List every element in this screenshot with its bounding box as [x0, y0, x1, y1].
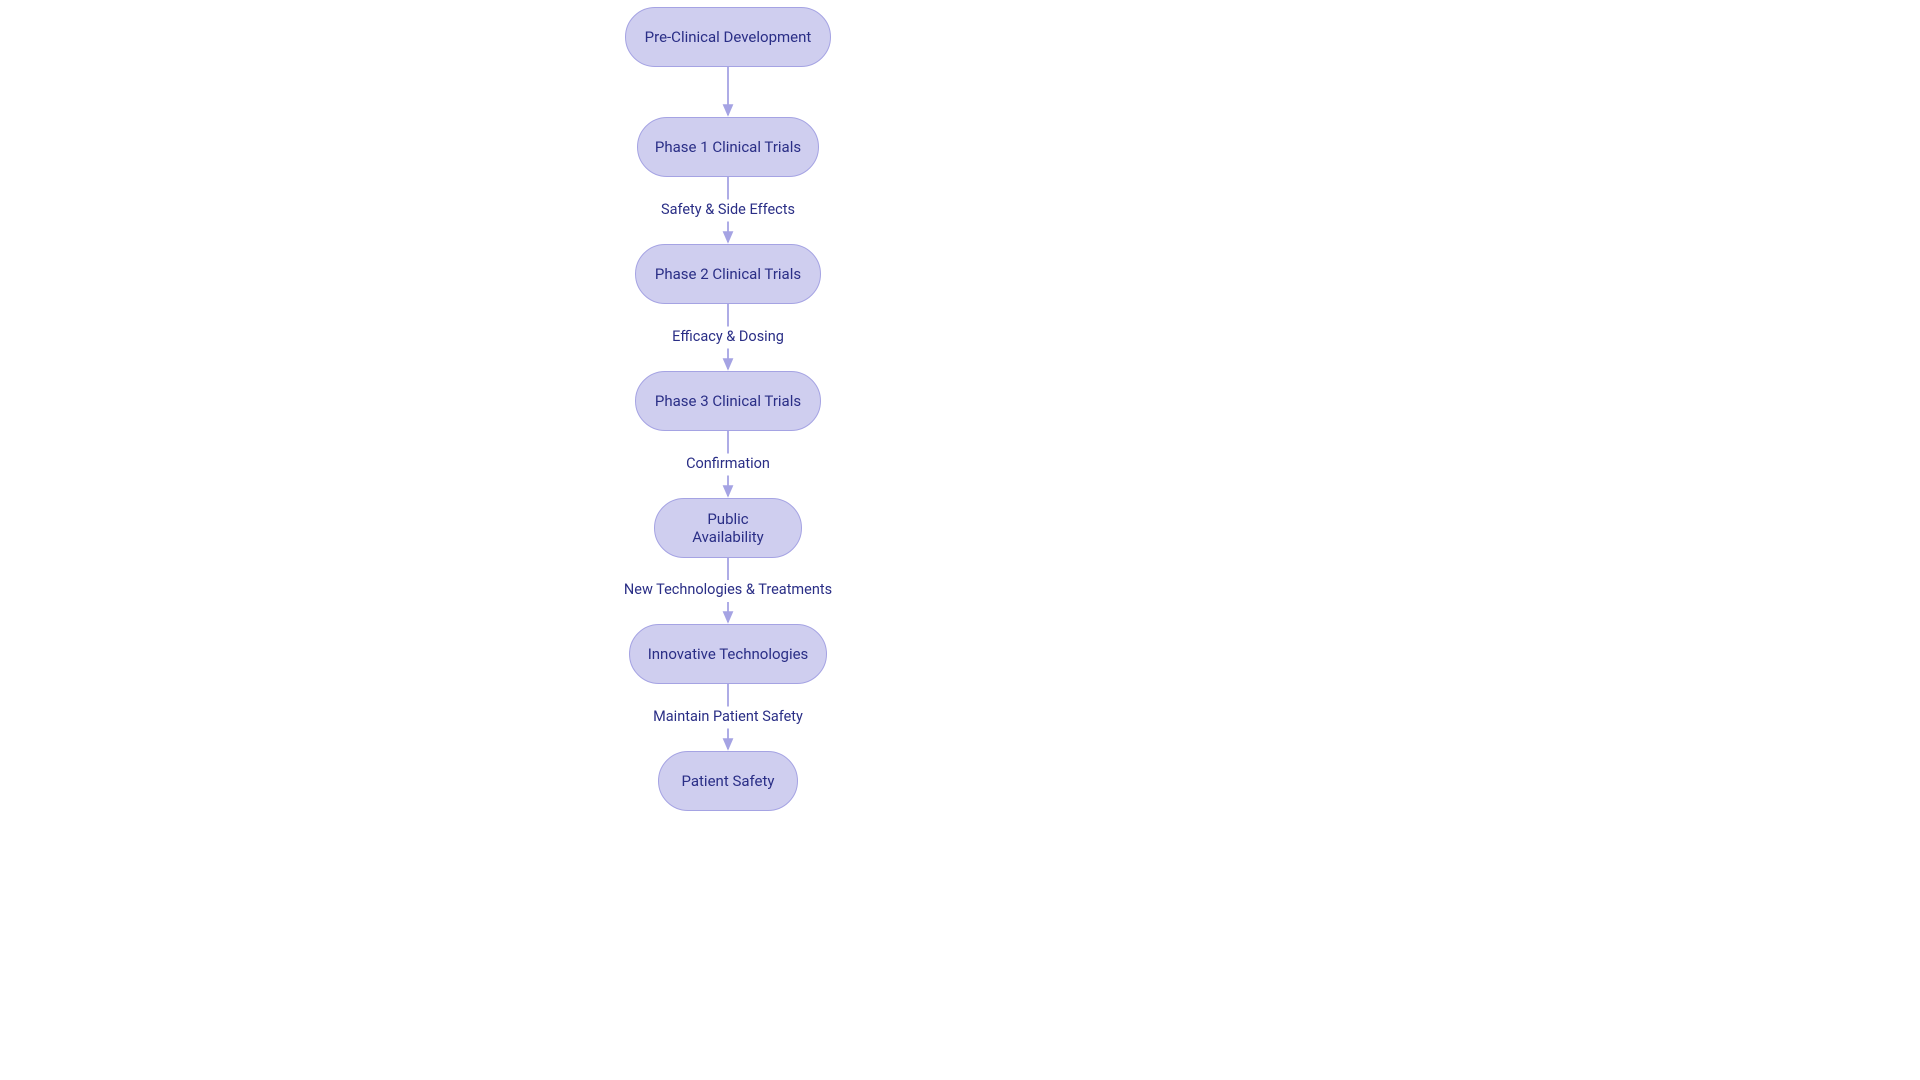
- flowchart-node: Phase 3 Clinical Trials: [635, 371, 821, 431]
- flowchart-node-label: Public Availability: [671, 510, 785, 546]
- edge-label: Efficacy & Dosing: [672, 328, 784, 345]
- flowchart-node: Phase 2 Clinical Trials: [635, 244, 821, 304]
- flowchart-node: Pre-Clinical Development: [625, 7, 831, 67]
- edge-label: New Technologies & Treatments: [624, 581, 832, 598]
- flowchart-node-label: Patient Safety: [681, 772, 774, 790]
- flowchart-node-label: Phase 3 Clinical Trials: [655, 392, 801, 410]
- edge-label: Maintain Patient Safety: [653, 708, 803, 725]
- flowchart-node-label: Pre-Clinical Development: [645, 28, 812, 46]
- flowchart-node: Patient Safety: [658, 751, 798, 811]
- flowchart-node: Public Availability: [654, 498, 802, 558]
- flowchart-canvas: Safety & Side Effects Efficacy & Dosing Co…: [0, 0, 1920, 1080]
- edges-layer: [0, 0, 1920, 1080]
- flowchart-node-label: Innovative Technologies: [648, 645, 809, 663]
- flowchart-node: Phase 1 Clinical Trials: [637, 117, 819, 177]
- edge-label: Safety & Side Effects: [661, 201, 795, 218]
- edge-label: Confirmation: [686, 455, 770, 472]
- flowchart-node-label: Phase 1 Clinical Trials: [655, 138, 801, 156]
- flowchart-node: Innovative Technologies: [629, 624, 827, 684]
- flowchart-node-label: Phase 2 Clinical Trials: [655, 265, 801, 283]
